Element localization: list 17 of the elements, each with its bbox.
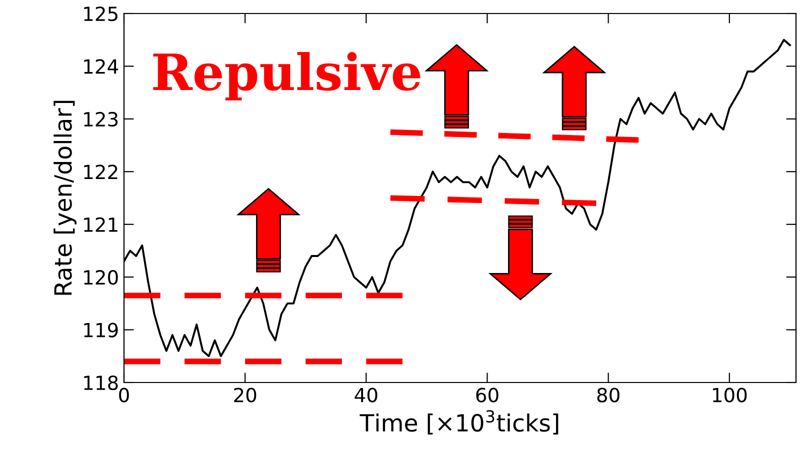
y-tick-label: 124: [84, 59, 118, 74]
y-tick-label: 119: [84, 322, 118, 338]
y-tick-label: 125: [84, 6, 118, 22]
y-tick-label: 123: [84, 112, 118, 127]
x-axis-title: Time [×10$^{3}$ticks]: [360, 410, 558, 435]
x-tick-label: 0: [119, 388, 129, 402]
x-tick-label: 80: [597, 388, 620, 402]
x-tick-label: 40: [354, 388, 378, 402]
annotation: Repulsive: [153, 52, 420, 100]
y-tick-label: 121: [84, 217, 118, 232]
x-tick-label: 100: [712, 388, 747, 402]
y-axis-title: Rate [yen/dollar]: [54, 100, 76, 295]
y-tick-label: 120: [84, 270, 118, 285]
y-tick-label: 122: [84, 164, 118, 180]
x-tick-label: 20: [234, 388, 256, 402]
y-tick-label: 118: [84, 375, 118, 390]
x-tick-label: 60: [476, 388, 498, 402]
